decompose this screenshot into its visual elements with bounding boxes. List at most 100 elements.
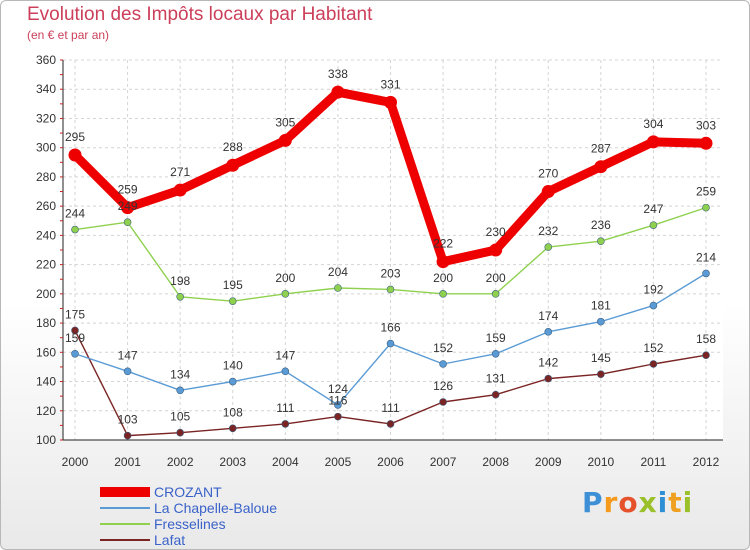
data-point — [439, 360, 447, 368]
brand-letter: r — [603, 486, 619, 519]
y-tick-label: 360 — [36, 53, 56, 67]
data-point — [597, 370, 605, 379]
data-point — [281, 420, 290, 428]
data-label: 304 — [643, 117, 663, 131]
data-point — [646, 135, 660, 149]
data-point — [281, 367, 290, 376]
data-point — [436, 255, 450, 269]
brand-letter: x — [638, 486, 658, 519]
data-point — [71, 349, 79, 358]
data-point — [121, 201, 135, 215]
data-label: 111 — [276, 401, 295, 415]
x-tick-label: 2002 — [167, 455, 194, 469]
x-tick-label: 2006 — [377, 455, 404, 469]
data-point — [702, 351, 710, 360]
data-point — [386, 420, 395, 428]
data-point — [386, 339, 395, 348]
data-point — [68, 148, 82, 162]
y-tick-label: 200 — [36, 287, 56, 301]
data-label: 158 — [696, 332, 716, 346]
data-point — [228, 377, 237, 386]
y-tick-label: 300 — [36, 141, 56, 155]
data-label: 124 — [328, 382, 348, 396]
data-point — [544, 243, 553, 251]
chart-subtitle: (en € et par an) — [27, 28, 110, 42]
data-label: 204 — [328, 265, 348, 279]
data-label: 105 — [170, 410, 190, 424]
data-label: 126 — [433, 379, 453, 393]
brand-letter: i — [682, 486, 694, 519]
data-label: 230 — [486, 225, 506, 239]
brand-letter: t — [668, 486, 683, 519]
x-tick-label: 2007 — [430, 455, 457, 469]
data-label: 181 — [591, 299, 611, 313]
x-tick-label: 2000 — [62, 455, 89, 469]
data-point — [281, 290, 290, 298]
data-label: 134 — [170, 367, 190, 381]
x-tick-label: 2001 — [114, 455, 141, 469]
data-point — [278, 133, 292, 147]
data-label: 249 — [118, 199, 138, 213]
data-point — [489, 243, 503, 257]
data-label: 145 — [591, 351, 611, 365]
legend-swatch-crozant — [100, 487, 150, 497]
legend-swatch-fresselines — [100, 523, 150, 525]
data-label: 152 — [433, 341, 453, 355]
data-label: 147 — [118, 348, 138, 362]
brand-letter: P — [582, 486, 604, 519]
data-label: 271 — [170, 165, 190, 179]
data-label: 192 — [643, 283, 663, 297]
data-label: 103 — [118, 413, 138, 427]
data-label: 166 — [380, 321, 400, 335]
y-tick-label: 260 — [36, 199, 56, 213]
data-label: 200 — [433, 271, 453, 285]
data-point — [123, 367, 132, 376]
data-point — [384, 95, 397, 109]
y-tick-label: 220 — [36, 258, 56, 272]
data-label: 140 — [223, 359, 243, 373]
data-label: 338 — [328, 67, 348, 81]
y-tick-label: 160 — [36, 345, 56, 359]
legend-label-la-chapelle-baloue: La Chapelle-Baloue — [154, 500, 277, 516]
data-label: 147 — [275, 348, 295, 362]
data-point — [173, 183, 187, 197]
data-point — [649, 301, 658, 310]
legend-label-fresselines: Fresselines — [154, 516, 226, 532]
data-point — [123, 431, 132, 440]
data-point — [334, 284, 342, 292]
legend-label-lafat: Lafat — [154, 532, 186, 548]
data-point — [386, 285, 395, 294]
data-point — [71, 225, 79, 234]
data-point — [226, 158, 240, 172]
y-tick-label: 320 — [36, 111, 56, 125]
brand-logo: Proxiti — [582, 486, 693, 519]
data-point — [541, 185, 555, 199]
legend-swatch-la-chapelle-baloue — [100, 507, 150, 509]
data-label: 247 — [643, 202, 663, 216]
data-point — [228, 424, 237, 433]
data-point — [334, 401, 342, 409]
data-label: 331 — [380, 77, 400, 91]
y-tick-label: 280 — [36, 170, 56, 184]
data-point — [331, 85, 345, 99]
data-point — [176, 292, 184, 301]
data-point — [228, 297, 237, 305]
data-point — [71, 326, 79, 335]
data-label: 288 — [223, 140, 243, 154]
data-label: 152 — [643, 341, 663, 355]
data-point — [544, 374, 553, 383]
data-label: 303 — [696, 118, 716, 132]
brand-letter: i — [657, 486, 669, 519]
data-point — [439, 290, 447, 298]
data-label: 174 — [538, 309, 558, 323]
y-tick-label: 340 — [36, 82, 56, 96]
x-tick-label: 2008 — [482, 455, 509, 469]
y-tick-label: 140 — [36, 375, 56, 389]
data-label: 175 — [65, 307, 85, 321]
data-label: 259 — [696, 185, 716, 199]
data-point — [491, 349, 500, 358]
data-label: 200 — [486, 271, 506, 285]
legend-label-crozant: CROZANT — [154, 484, 222, 500]
legend-swatch-lafat — [100, 539, 150, 541]
data-label: 222 — [433, 237, 453, 251]
